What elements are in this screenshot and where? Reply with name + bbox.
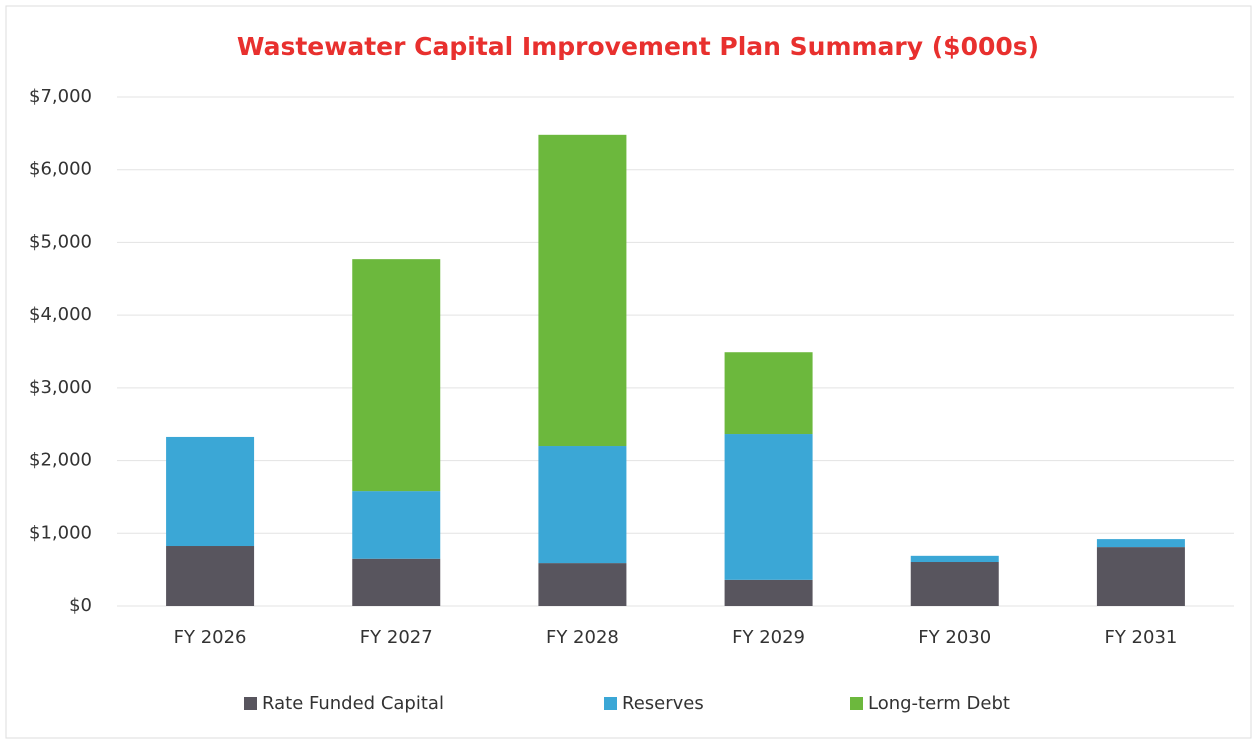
- bar-segment: [724, 579, 813, 606]
- bar-segment: [352, 259, 441, 492]
- x-tick-label: FY 2028: [546, 627, 619, 648]
- legend-swatch: [604, 697, 617, 710]
- x-tick-label: FY 2031: [1104, 627, 1177, 648]
- chart-frame: [5, 5, 1252, 739]
- y-tick-label: $6,000: [29, 159, 92, 180]
- bar-segment: [1096, 539, 1185, 548]
- legend-swatch: [244, 697, 257, 710]
- bar-segment: [1096, 547, 1185, 606]
- x-tick-label: FY 2027: [360, 627, 433, 648]
- bar-segment: [724, 352, 813, 435]
- x-tick-label: FY 2026: [174, 627, 247, 648]
- bar-segment: [910, 555, 999, 563]
- bar-segment: [910, 562, 999, 606]
- y-tick-label: $0: [69, 595, 92, 616]
- bar-segment: [724, 434, 813, 580]
- legend-label: Reserves: [622, 693, 704, 714]
- legend-label: Rate Funded Capital: [262, 693, 444, 714]
- x-tick-label: FY 2030: [918, 627, 991, 648]
- y-tick-label: $5,000: [29, 231, 92, 252]
- y-tick-label: $7,000: [29, 86, 92, 107]
- bar-segment: [352, 491, 441, 559]
- bar-segment: [352, 558, 441, 606]
- bar-segment: [538, 563, 627, 606]
- y-tick-label: $2,000: [29, 450, 92, 471]
- bar-segment: [538, 446, 627, 564]
- bar-segment: [166, 436, 255, 547]
- bar-segment: [166, 546, 255, 606]
- y-tick-label: $3,000: [29, 377, 92, 398]
- legend-swatch: [850, 697, 863, 710]
- y-tick-label: $4,000: [29, 304, 92, 325]
- y-tick-label: $1,000: [29, 522, 92, 543]
- chart-title: Wastewater Capital Improvement Plan Summ…: [237, 32, 1039, 61]
- bar-segment: [538, 134, 627, 447]
- x-tick-label: FY 2029: [732, 627, 805, 648]
- legend-label: Long-term Debt: [868, 693, 1010, 714]
